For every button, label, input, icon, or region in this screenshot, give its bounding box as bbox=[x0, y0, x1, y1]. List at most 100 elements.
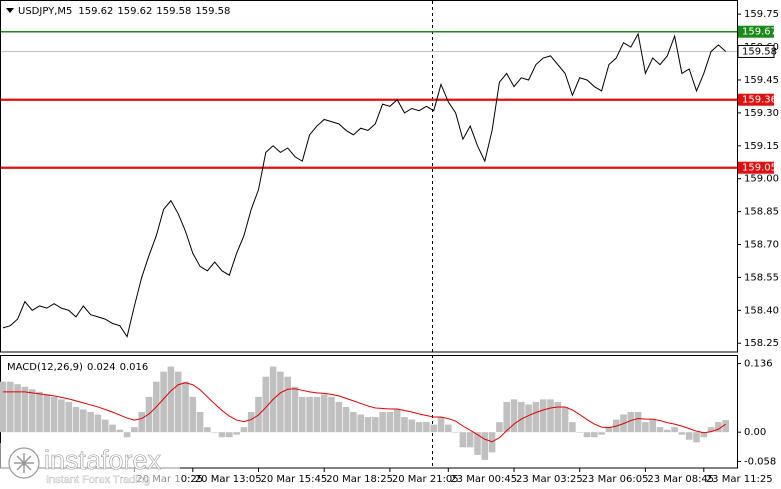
histogram-bar bbox=[364, 417, 372, 433]
y-tick-label: 158.40 bbox=[744, 305, 779, 316]
histogram-bar bbox=[707, 427, 715, 433]
histogram-bar bbox=[123, 432, 131, 438]
x-tick-label: 23 Mar 08:45 bbox=[647, 474, 714, 485]
histogram-bar bbox=[466, 432, 474, 448]
histogram-bar bbox=[80, 409, 87, 433]
macd-readout: 0.016 bbox=[120, 362, 149, 373]
histogram-bar bbox=[656, 427, 664, 433]
histogram-bar bbox=[65, 401, 72, 433]
y-tick-label: 0.136 bbox=[744, 359, 773, 370]
histogram-bar bbox=[386, 412, 394, 433]
histogram-bar bbox=[401, 417, 408, 433]
macd-readout: 0.024 bbox=[87, 362, 116, 373]
histogram-bar bbox=[335, 401, 343, 433]
histogram-bar bbox=[313, 396, 321, 433]
histogram-bar bbox=[189, 396, 197, 433]
histogram-bar bbox=[693, 432, 700, 443]
histogram-bar bbox=[320, 394, 328, 433]
histogram-bar bbox=[160, 371, 167, 433]
histogram-bar bbox=[685, 432, 693, 440]
histogram-bar bbox=[21, 386, 29, 433]
histogram-bar bbox=[642, 422, 649, 433]
x-tick-label: 23 Mar 11:25 bbox=[706, 474, 773, 485]
histogram-bar bbox=[328, 396, 335, 433]
y-tick-label: 158.85 bbox=[744, 207, 779, 218]
histogram-bar bbox=[539, 399, 547, 433]
menu-arrow bbox=[6, 8, 14, 13]
histogram-bar bbox=[226, 432, 233, 438]
y-tick-label: 158.70 bbox=[744, 240, 779, 251]
y-tick-label: -0.058 bbox=[744, 456, 776, 467]
y-tick-label: 158.55 bbox=[744, 272, 779, 283]
histogram-bar bbox=[591, 432, 598, 438]
histogram-bar bbox=[218, 432, 226, 438]
histogram-bar bbox=[393, 409, 401, 433]
x-tick-label: 23 Mar 00:45 bbox=[450, 474, 517, 485]
histogram-bar bbox=[211, 432, 218, 433]
histogram-bar bbox=[408, 419, 416, 433]
histogram-bar bbox=[167, 366, 175, 433]
symbol: USDJPY,M5 bbox=[18, 6, 72, 17]
histogram-bar bbox=[50, 396, 58, 433]
histogram-bar bbox=[605, 427, 613, 433]
histogram-bar bbox=[598, 432, 605, 435]
histogram-bar bbox=[7, 381, 14, 433]
ohlc: 159.58 bbox=[156, 6, 191, 17]
histogram-bar bbox=[715, 422, 722, 433]
histogram-bar bbox=[496, 422, 503, 433]
histogram-bar bbox=[415, 422, 423, 433]
price-line bbox=[2, 32, 727, 338]
price-header: USDJPY,M5 159.62 159.62 159.58 159.58 bbox=[18, 6, 230, 17]
x-tick-label: 20 Mar 18:25 bbox=[326, 474, 393, 485]
histogram-bar bbox=[0, 381, 7, 433]
histogram-bar bbox=[379, 412, 386, 433]
histogram-bar bbox=[240, 427, 248, 433]
histogram-bar bbox=[87, 412, 94, 433]
y-tick-label: 159.15 bbox=[744, 141, 779, 152]
histogram-bar bbox=[503, 401, 510, 433]
x-tick-label: 23 Mar 06:05 bbox=[582, 474, 649, 485]
x-tick-label: 20 Mar 13:05 bbox=[195, 474, 262, 485]
ohlc: 159.58 bbox=[195, 6, 230, 17]
level-label: 159.36 bbox=[742, 95, 777, 106]
histogram-bar bbox=[525, 404, 532, 433]
histogram-bar bbox=[664, 429, 671, 433]
histogram-bar bbox=[306, 396, 313, 433]
x-tick-label: 20 Mar 21:05 bbox=[392, 474, 459, 485]
watermark: instaforex Instant Forex Trading bbox=[0, 443, 180, 489]
histogram-bar bbox=[372, 417, 379, 433]
histogram-bar bbox=[36, 391, 43, 433]
histogram-bar bbox=[14, 384, 21, 433]
histogram-bar bbox=[94, 414, 102, 433]
ohlc: 159.62 bbox=[117, 6, 152, 17]
ohlc: 159.62 bbox=[78, 6, 113, 17]
y-tick-label: 159.30 bbox=[744, 108, 779, 119]
histogram-bar bbox=[722, 420, 729, 433]
histogram-bar bbox=[554, 401, 562, 433]
histogram-bar bbox=[262, 376, 270, 433]
histogram-bar bbox=[116, 429, 124, 433]
histogram-bar bbox=[357, 414, 364, 433]
histogram-bar bbox=[445, 424, 452, 433]
level-tag bbox=[738, 161, 774, 174]
macd-title: MACD(12,26,9) bbox=[7, 362, 83, 373]
histogram-bar bbox=[72, 406, 80, 433]
logo-mark bbox=[14, 453, 34, 473]
histogram-bar bbox=[58, 399, 65, 433]
histogram-bar bbox=[678, 432, 686, 435]
histogram-bar bbox=[138, 412, 145, 433]
histogram-bar bbox=[452, 432, 459, 433]
histogram-bar bbox=[518, 401, 525, 433]
histogram-bar bbox=[627, 412, 635, 433]
level-label: 159.05 bbox=[742, 163, 777, 174]
histogram-bar bbox=[510, 399, 518, 433]
histogram-bar bbox=[481, 432, 489, 460]
histogram-bar bbox=[423, 422, 430, 433]
histogram-bar bbox=[671, 427, 678, 433]
histogram-bar bbox=[350, 412, 357, 433]
last-price-tag bbox=[737, 44, 775, 58]
histogram-bar bbox=[634, 412, 642, 433]
x-tick-label: 23 Mar 03:25 bbox=[516, 474, 583, 485]
histogram-bar bbox=[174, 371, 182, 433]
